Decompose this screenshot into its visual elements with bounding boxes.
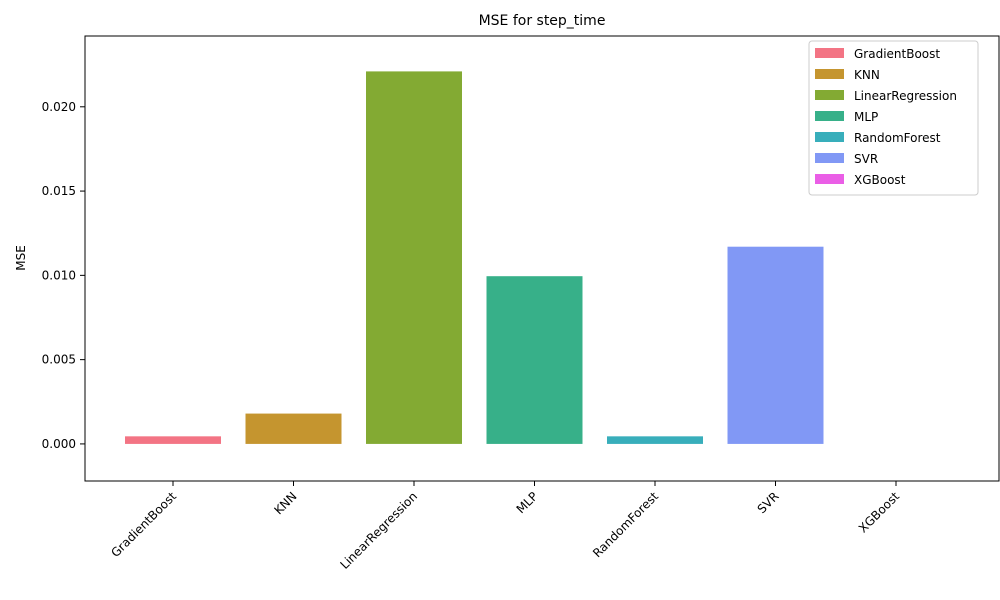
legend-box: [808, 40, 979, 196]
legend-label: RandomForest: [854, 131, 941, 145]
bar-randomforest: [607, 436, 703, 444]
bar-gradientboost: [125, 436, 221, 444]
bar-svr: [727, 246, 824, 444]
legend-label: SVR: [854, 152, 878, 166]
legend-swatch: [815, 48, 844, 58]
y-tick-label: 0.015: [42, 184, 76, 198]
legend-label: GradientBoost: [854, 47, 940, 61]
bars-group: [125, 71, 824, 444]
bar-knn: [245, 413, 342, 444]
legend-label: MLP: [854, 110, 878, 124]
legend-label: KNN: [854, 68, 880, 82]
legend-swatch: [815, 153, 844, 163]
legend-swatch: [815, 174, 844, 184]
legend-swatch: [815, 111, 844, 121]
bar-mlp: [486, 276, 583, 444]
legend-swatch: [815, 69, 844, 79]
legend-label: XGBoost: [854, 173, 906, 187]
y-tick-label: 0.000: [42, 437, 76, 451]
plot-frame: [84, 35, 1000, 482]
legend-swatch: [815, 132, 844, 142]
bar-linearregression: [366, 71, 462, 444]
legend-swatch: [815, 90, 844, 100]
legend-label: LinearRegression: [854, 89, 957, 103]
y-tick-label: 0.020: [42, 100, 76, 114]
y-axis-ticks: 0.000 0.005 0.010 0.015 0.020: [42, 100, 85, 451]
y-tick-label: 0.005: [42, 353, 76, 367]
legend: GradientBoost KNN LinearRegression MLP Rando…: [808, 40, 979, 196]
chart-title: MSE for step_time: [479, 13, 606, 29]
y-tick-label: 0.010: [42, 268, 76, 282]
y-axis-label: MSE: [14, 245, 28, 271]
